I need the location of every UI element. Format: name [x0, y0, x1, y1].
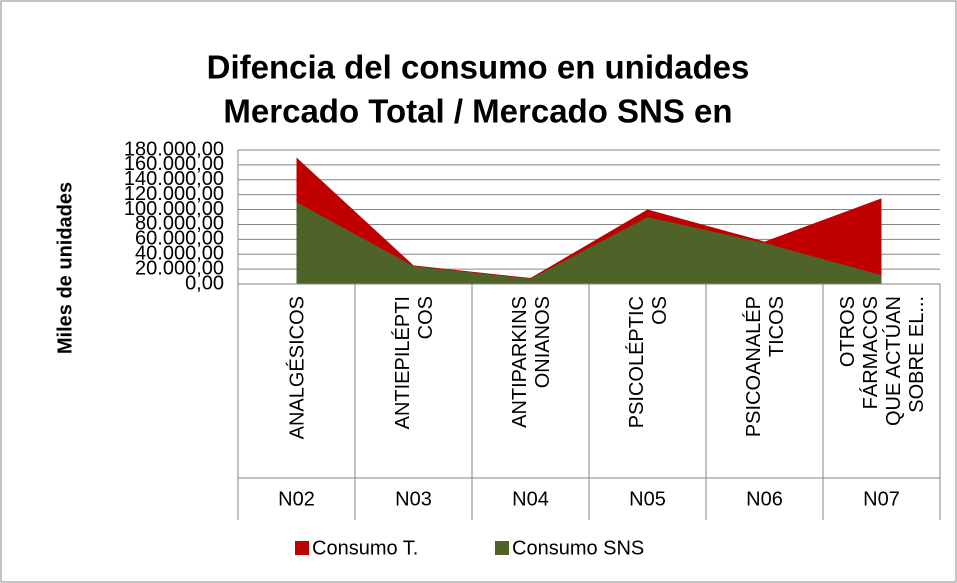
x-tick-label: PSICOANALÉPTICOS: [742, 296, 788, 437]
legend-swatch: [495, 541, 509, 555]
x-tick-label: ANALGÉSICOS: [286, 296, 309, 439]
chart-subtitle: Mercado Total / Mercado SNS en: [223, 93, 732, 130]
area: [296, 202, 882, 284]
y-axis-title: Miles de unidades: [54, 182, 76, 354]
legend-swatch: [295, 541, 309, 555]
y-tick-label: 0,00: [185, 272, 224, 294]
x-tick-label: PSICOLÉPTICOS: [625, 296, 671, 428]
y-tick-label: 120.000,00: [124, 183, 224, 205]
group-label: N06: [746, 488, 783, 510]
y-tick-label: 40.000,00: [135, 243, 224, 265]
y-tick-label: 60.000,00: [135, 228, 224, 250]
x-tick-label: ANTIEPILÉPTICOS: [391, 296, 437, 429]
x-tick-label: ANTIPARKINSONIANOS: [509, 296, 554, 428]
chart-title: Difencia del consumo en unidades: [207, 49, 750, 86]
legend-label: Consumo SNS: [512, 537, 644, 559]
x-tick-label: OTROSFÁRMACOSQUE ACTÚANSOBRE EL...: [837, 296, 928, 426]
group-label: N02: [278, 488, 315, 510]
group-label: N07: [863, 488, 900, 510]
y-tick-label: 180.000,00: [124, 138, 224, 160]
group-label: N05: [629, 488, 666, 510]
y-tick-label: 20.000,00: [135, 257, 224, 279]
legend-label: Consumo T.: [312, 537, 418, 559]
y-tick-label: 100.000,00: [124, 198, 224, 220]
group-label: N03: [395, 488, 432, 510]
y-tick-label: 160.000,00: [124, 153, 224, 175]
y-tick-label: 80.000,00: [135, 213, 224, 235]
group-label: N04: [512, 488, 549, 510]
y-tick-label: 140.000,00: [124, 168, 224, 190]
